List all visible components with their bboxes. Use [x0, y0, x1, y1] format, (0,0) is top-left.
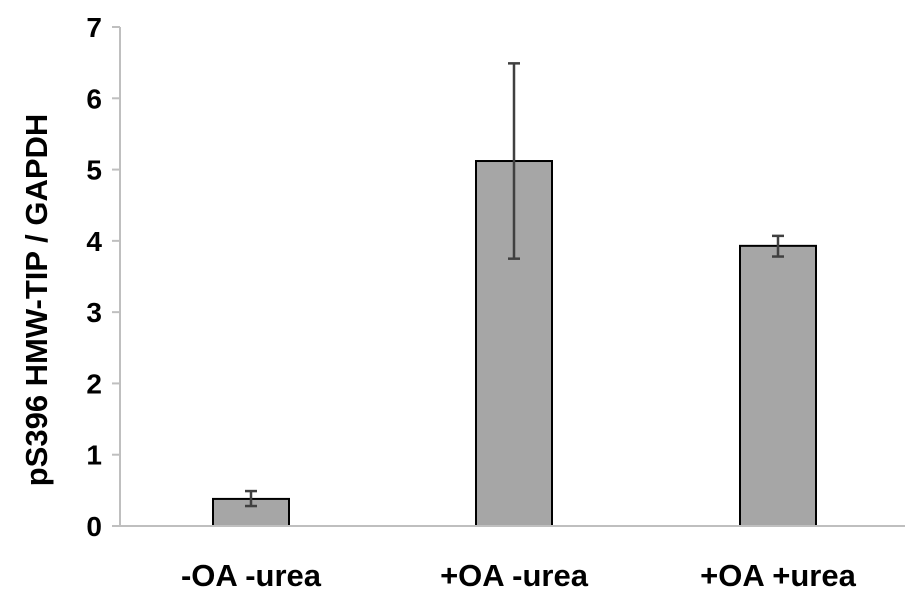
x-category-label: +OA +urea	[700, 558, 856, 593]
x-axis-category-labels: -OA -urea +OA -urea +OA +urea	[181, 558, 857, 593]
y-tick-label: 3	[86, 297, 102, 328]
x-category-label: +OA -urea	[440, 558, 589, 593]
error-bar-1	[245, 489, 257, 508]
x-category-label: -OA -urea	[181, 558, 322, 593]
y-tick-label: 5	[86, 155, 102, 186]
error-bar-3	[772, 234, 784, 258]
y-tick-label: 4	[86, 226, 102, 257]
y-tick-label: 2	[86, 368, 102, 399]
y-tick-label: 7	[86, 12, 102, 43]
bar-3	[739, 244, 817, 527]
y-tick-label: 1	[86, 440, 102, 471]
y-axis-ticks: 0 1 2 3 4 5 6 7	[86, 12, 120, 542]
y-tick-label: 0	[86, 511, 102, 542]
error-bar-2	[508, 62, 520, 260]
y-tick-label: 6	[86, 83, 102, 114]
y-axis-title: pS396 HMW-TIP / GAPDH	[19, 114, 54, 487]
error-bars-group	[245, 62, 784, 508]
